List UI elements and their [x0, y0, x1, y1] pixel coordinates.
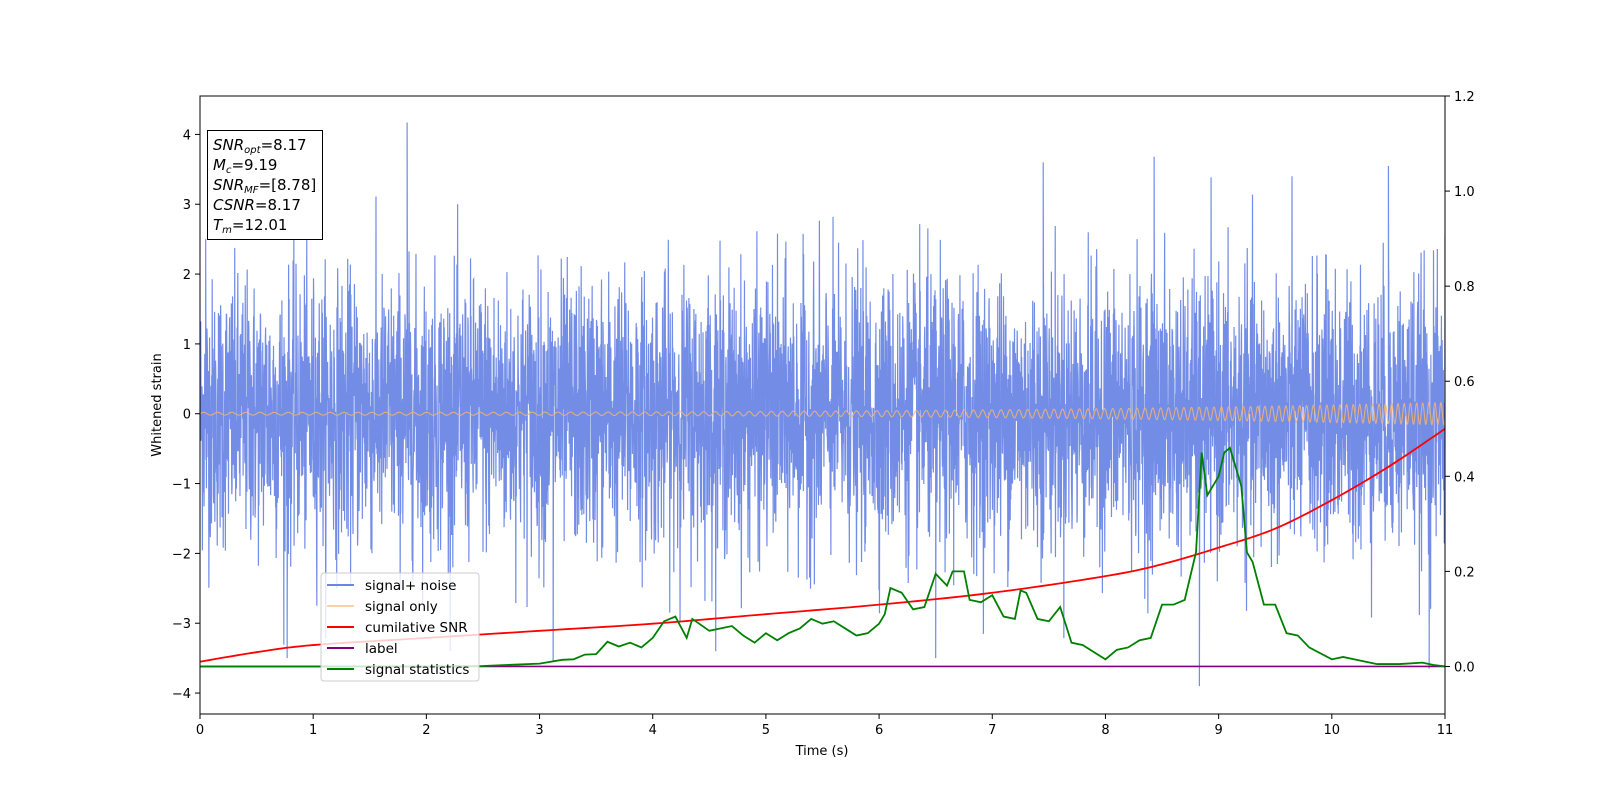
chirp-mass-row: Mc=9.19: [213, 156, 278, 176]
x-axis: 0 1 2 3 4 5 6 7 8 9 10 11: [196, 714, 1453, 738]
plot-frame: [199, 95, 1446, 715]
snr-mf-row: SNRMF=[8.78]: [213, 176, 317, 196]
x-tick-label: 4: [649, 723, 657, 738]
x-tick-label: 6: [875, 723, 883, 738]
series-signal-statistics-line: [200, 446, 1445, 668]
snr-opt-row: SNRopt=8.17: [213, 136, 307, 156]
y-tick-label: 3: [183, 198, 191, 213]
snr-info-box: SNRopt=8.17 Mc=9.19 SNRMF=[8.78] CSNR=8.…: [207, 130, 324, 240]
legend-item-label: label: [327, 641, 398, 657]
merger-time-row: Tm=12.01: [213, 216, 288, 236]
x-tick-label: 3: [535, 723, 543, 738]
y2-tick-label: 0.8: [1454, 280, 1475, 295]
x-axis-label: Time (s): [795, 744, 849, 759]
y-axis-right: 1.2 1.0 0.8 0.6 0.4 0.2 0.0: [1445, 90, 1475, 675]
y-tick-label: −2: [172, 547, 191, 562]
y-axis-label: Whitened strain: [150, 353, 165, 456]
plot-area: [200, 122, 1445, 687]
series-signal-only-line: [200, 401, 1445, 426]
x-tick-label: 8: [1101, 723, 1109, 738]
svg-text:signal statistics: signal statistics: [365, 662, 469, 678]
legend-item-signal-noise: signal+ noise: [327, 578, 456, 594]
x-tick-label: 7: [988, 723, 996, 738]
y2-tick-label: 1.0: [1454, 185, 1475, 200]
y2-tick-label: 0.2: [1454, 565, 1475, 580]
legend-frame: [320, 572, 480, 682]
x-tick-label: 0: [196, 723, 204, 738]
legend-item-signal-statistics: signal statistics: [327, 662, 469, 678]
csnr-row: CSNR=8.17: [213, 196, 301, 214]
y2-tick-label: 1.2: [1454, 90, 1475, 105]
y-tick-label: 0: [183, 408, 191, 423]
legend-item-signal-only: signal only: [327, 599, 438, 615]
legend: signal+ noise signal only cumilative SNR…: [320, 572, 480, 682]
y-axis-left: 4 3 2 1 0 −1 −2 −3 −4: [172, 128, 200, 702]
y-tick-label: −1: [172, 478, 191, 493]
x-tick-label: 10: [1324, 723, 1341, 738]
y2-tick-label: 0.4: [1454, 470, 1475, 485]
x-tick-label: 1: [309, 723, 317, 738]
svg-text:cumilative SNR: cumilative SNR: [365, 620, 468, 636]
x-tick-label: 5: [762, 723, 770, 738]
y-tick-label: 1: [183, 338, 191, 353]
legend-item-cumilative-snr: cumilative SNR: [327, 620, 468, 636]
y2-tick-label: 0.0: [1454, 660, 1475, 675]
svg-text:signal+ noise: signal+ noise: [365, 578, 456, 594]
y-tick-label: −4: [172, 687, 191, 702]
svg-text:label: label: [365, 641, 398, 657]
x-tick-label: 9: [1214, 723, 1222, 738]
y-tick-label: 4: [183, 128, 191, 143]
x-tick-label: 2: [422, 723, 430, 738]
y2-tick-label: 0.6: [1454, 375, 1475, 390]
y-tick-label: 2: [183, 268, 191, 283]
y-tick-label: −3: [172, 617, 191, 632]
svg-text:signal only: signal only: [365, 599, 438, 615]
x-tick-label: 11: [1437, 723, 1454, 738]
